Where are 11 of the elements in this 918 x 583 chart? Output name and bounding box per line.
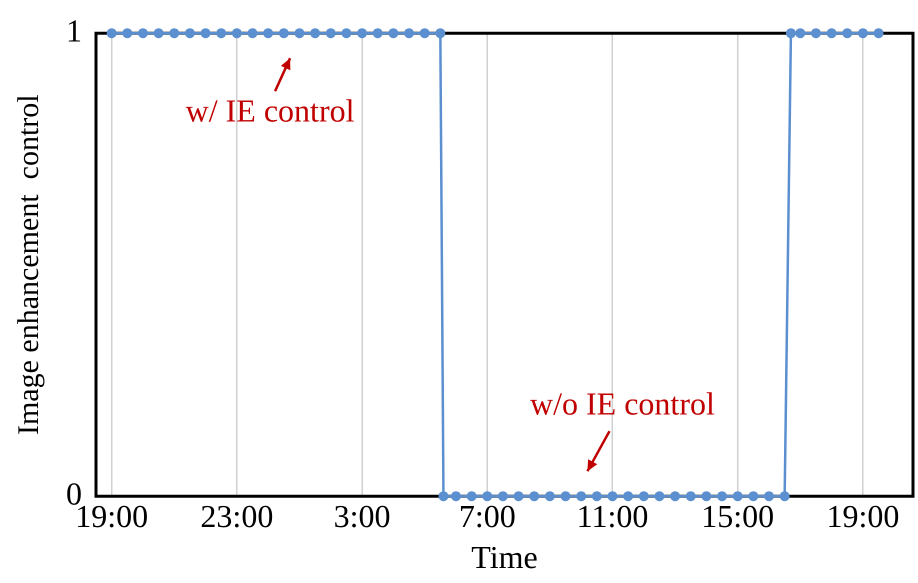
x-tick-label: 3:00: [334, 498, 391, 534]
annotation: w/o IE control: [530, 386, 715, 422]
x-tick-label: 7:00: [458, 498, 516, 534]
x-tick-label: 19:00: [826, 498, 900, 534]
x-tick-label: 11:00: [576, 498, 648, 534]
x-tick-label: 23:00: [200, 498, 274, 534]
y-tick-label: 1: [66, 12, 82, 49]
x-axis-title: Time: [471, 539, 538, 576]
x-tick-label: 15:00: [701, 498, 774, 534]
y-axis-title: Image enhancement control: [12, 94, 45, 436]
annotation: w/ IE control: [186, 92, 355, 129]
